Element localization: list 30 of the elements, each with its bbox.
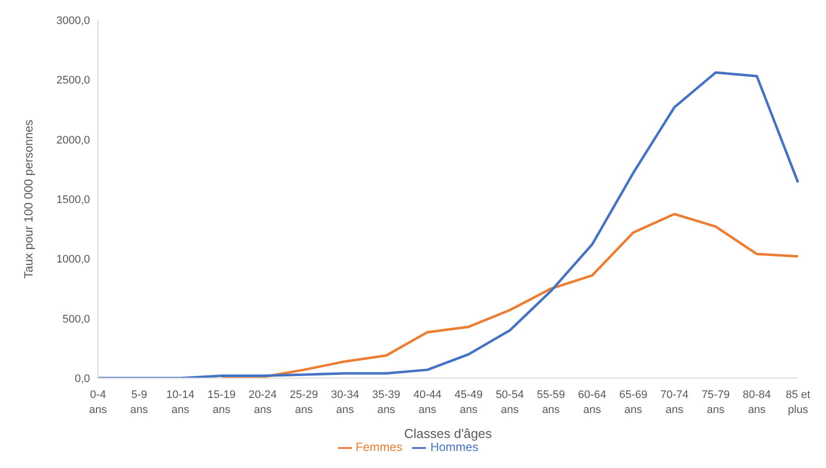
x-axis-title: Classes d'âges	[404, 426, 492, 442]
x-tick-label: 40-44 ans	[413, 389, 442, 416]
x-tick-label: 60-64 ans	[578, 389, 606, 416]
y-tick-label: 2500,0	[56, 74, 90, 87]
legend-label: Hommes	[430, 440, 478, 454]
x-tick-label: 10-14 ans	[166, 389, 194, 416]
x-tick-label: 5-9 ans	[130, 389, 149, 416]
x-tick-label: 85 et plus	[786, 389, 810, 416]
x-tick-label: 55-59 ans	[536, 389, 566, 416]
y-tick-label: 3000,0	[56, 14, 90, 27]
x-tick-label: 45-49 ans	[454, 389, 483, 416]
y-tick-label: 500,0	[62, 313, 90, 326]
legend-label: Femmes	[356, 440, 402, 454]
x-tick-label: 30-34 ans	[330, 389, 360, 416]
x-tick-label: 50-54 ans	[496, 389, 524, 416]
y-tick-label: 2000,0	[56, 134, 90, 146]
x-tick-label: 75-79 ans	[702, 389, 730, 416]
x-tick-label: 65-69 ans	[619, 389, 648, 416]
y-tick-label: 1000,0	[56, 254, 90, 266]
y-tick-label: 0,0	[74, 373, 90, 386]
y-axis-title: Taux pour 100 000 personnes	[21, 120, 36, 278]
x-tick-label: 0-4 ans	[89, 389, 108, 416]
x-tick-label: 35-39 ans	[372, 389, 400, 416]
y-tick-label: 1500,0	[56, 194, 90, 206]
x-tick-label: 15-19 ans	[207, 389, 236, 416]
x-tick-label: 25-29 ans	[290, 389, 318, 416]
x-tick-label: 70-74 ans	[660, 389, 689, 416]
x-tick-label: 80-84 ans	[742, 389, 771, 416]
line-series	[220, 212, 800, 378]
x-tick-label: 20-24 ans	[248, 389, 277, 416]
